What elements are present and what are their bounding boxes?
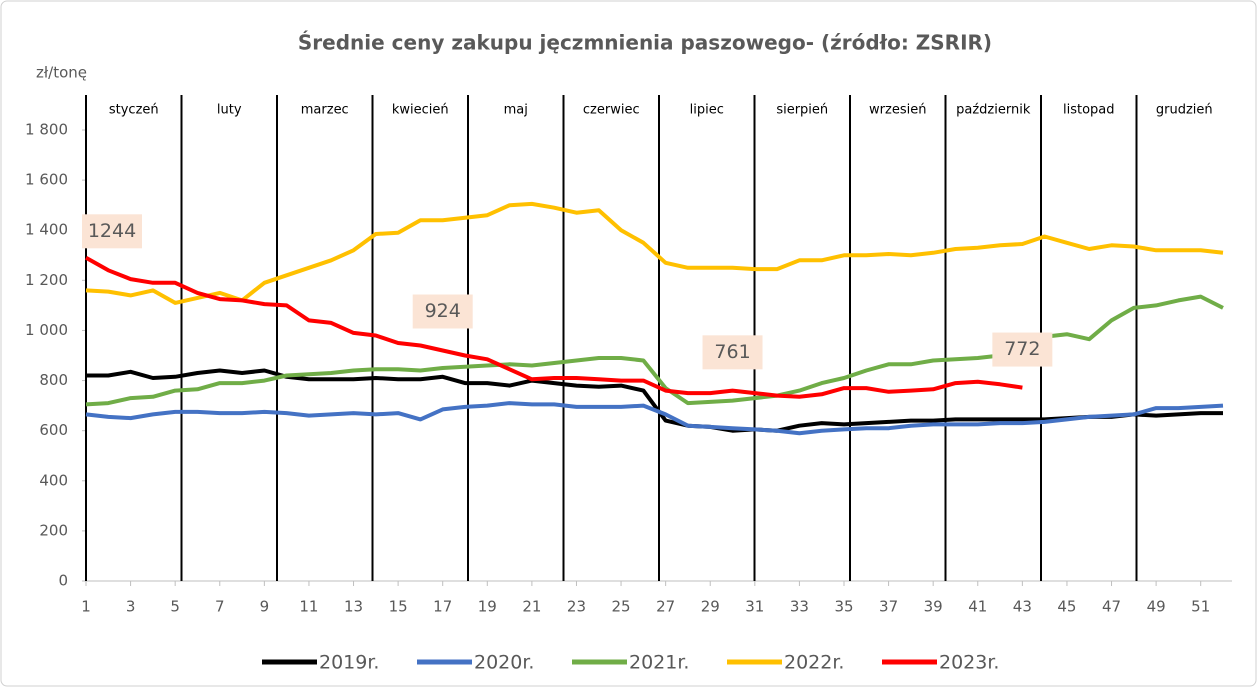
x-tick-label: 13: [344, 598, 363, 616]
y-tick-label: 1 200: [25, 271, 68, 289]
month-label: luty: [217, 103, 242, 118]
month-label: grudzień: [1156, 103, 1213, 118]
month-label: październik: [956, 103, 1031, 118]
y-tick-label: 1 000: [25, 321, 68, 339]
legend-label: 2021r.: [629, 652, 689, 674]
y-tick-label: 1 600: [25, 171, 68, 189]
month-label: maj: [504, 103, 528, 118]
legend-label: 2020r.: [474, 652, 534, 674]
x-tick-label: 9: [260, 598, 270, 616]
x-tick-label: 17: [433, 598, 452, 616]
y-tick-label: 400: [39, 471, 68, 489]
x-tick-label: 1: [81, 598, 91, 616]
month-label: czerwiec: [583, 103, 640, 118]
x-tick-label: 47: [1102, 598, 1121, 616]
legend-label: 2019r.: [319, 652, 379, 674]
x-tick-label: 7: [215, 598, 225, 616]
chart-title: Średnie ceny zakupu jęczmnienia paszoweg…: [298, 31, 992, 55]
series-line: [85, 201, 1224, 305]
x-tick-label: 31: [745, 598, 764, 616]
series-line: [86, 368, 1223, 433]
annotation-box: [82, 214, 142, 249]
month-label: kwiecień: [392, 103, 449, 118]
y-tick-label: 800: [39, 371, 68, 389]
x-tick-label: 5: [170, 598, 180, 616]
x-tick-label: 45: [1057, 598, 1076, 616]
x-tick-label: 51: [1191, 598, 1210, 616]
x-tick-label: 25: [612, 598, 631, 616]
y-tick-label: 0: [58, 572, 68, 590]
month-label: lipiec: [690, 103, 724, 118]
series-line: [85, 256, 1023, 399]
month-label: styczeń: [109, 103, 159, 118]
y-tick-label: 200: [39, 521, 68, 539]
legend-label: 2023r.: [939, 652, 999, 674]
x-tick-label: 35: [834, 598, 853, 616]
x-tick-label: 15: [389, 598, 408, 616]
x-tick-label: 39: [924, 598, 943, 616]
annotation-label: 1244: [88, 220, 136, 242]
series-line: [85, 401, 1224, 436]
x-tick-label: 27: [656, 598, 675, 616]
annotation-label: 772: [1004, 338, 1040, 360]
x-tick-label: 33: [790, 598, 809, 616]
x-tick-label: 43: [1013, 598, 1032, 616]
x-tick-label: 3: [126, 598, 136, 616]
y-tick-label: 1 400: [25, 221, 68, 239]
month-label: listopad: [1063, 103, 1115, 118]
x-tick-label: 41: [968, 598, 987, 616]
annotation-label: 761: [714, 341, 750, 363]
x-tick-label: 19: [478, 598, 497, 616]
x-tick-label: 49: [1147, 598, 1166, 616]
month-label: marzec: [301, 103, 349, 118]
annotation-label: 924: [425, 300, 461, 322]
month-label: wrzesień: [869, 103, 926, 118]
month-label: sierpień: [776, 103, 828, 118]
legend-label: 2022r.: [784, 652, 844, 674]
y-tick-label: 1 800: [25, 121, 68, 139]
x-tick-label: 11: [299, 598, 318, 616]
x-tick-label: 21: [522, 598, 541, 616]
y-axis-label: zł/tonę: [36, 64, 87, 82]
x-tick-label: 23: [567, 598, 586, 616]
annotation-box: [992, 332, 1053, 367]
annotation-box: [702, 335, 763, 370]
x-tick-label: 29: [701, 598, 720, 616]
annotation-box: [412, 294, 473, 329]
y-tick-label: 600: [39, 421, 68, 439]
x-tick-label: 37: [879, 598, 898, 616]
